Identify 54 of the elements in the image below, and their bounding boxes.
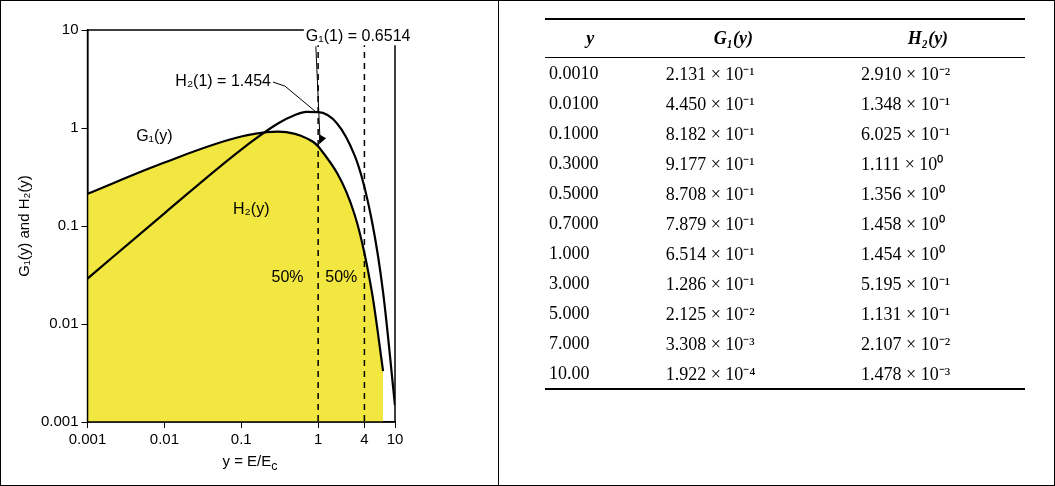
y-tick-label: 0.1 — [57, 216, 79, 234]
text: y — [545, 19, 636, 58]
data-label: 9.177 × 10⁻¹ — [664, 153, 756, 176]
category-label: 1.000 — [548, 241, 591, 265]
data-label: 2.131 × 10⁻¹ — [664, 63, 756, 86]
category-label: 5.000 — [548, 301, 591, 325]
data-label: 5.195 × 10⁻¹ — [860, 273, 952, 296]
category-label: 0.0100 — [548, 91, 600, 115]
data-label: 2.910 × 10⁻² — [860, 63, 952, 86]
x-axis-title: y = E/E$_{c}$ — [221, 452, 279, 473]
data-label: 7.879 × 10⁻¹ — [664, 213, 756, 236]
series-label: G₁(y) — [136, 126, 173, 144]
category-label: 7.000 — [548, 331, 591, 355]
data-label: 1.458 × 10⁰ — [860, 213, 946, 236]
x-tick-label: 0.01 — [149, 430, 179, 448]
data-label: 1.286 × 10⁻¹ — [664, 273, 756, 296]
data-label: 2.107 × 10⁻² — [860, 333, 952, 356]
text: H₂(y) — [233, 199, 270, 217]
category-label: 3.000 — [548, 271, 591, 295]
y-tick-label: 1 — [70, 118, 79, 136]
y-tick-label: 0.001 — [40, 412, 79, 430]
data-label: 3.308 × 10⁻³ — [664, 333, 756, 356]
data-label: 6.514 × 10⁻¹ — [664, 243, 756, 266]
y-tick-label: 10 — [61, 20, 79, 38]
text: G₁(y) — [635, 19, 831, 58]
data-label: 1.454 × 10⁰ — [860, 243, 946, 266]
category-label: 0.5000 — [548, 181, 600, 205]
x-tick-label: 1 — [313, 430, 323, 448]
y-axis-title: G₁(y) and H₂(y) — [15, 175, 33, 277]
category-label: 0.0010 — [548, 61, 600, 85]
data-label: 1.478 × 10⁻³ — [830, 358, 1025, 389]
text: H₂(y) — [830, 19, 1025, 58]
data-label: 1.131 × 10⁻¹ — [860, 303, 952, 326]
data-label: 2.125 × 10⁻² — [664, 303, 756, 326]
annotation: G₁(1) = 0.6514 — [305, 26, 411, 44]
data-label: 1.922 × 10⁻⁴ — [635, 358, 831, 389]
category-label: 10.00 — [545, 358, 636, 389]
annotation: 50% — [325, 267, 358, 285]
annotation: H₂(1) = 1.454 — [175, 72, 272, 90]
x-tick-label: 10 — [386, 430, 404, 448]
data-label: 1.356 × 10⁰ — [860, 183, 946, 206]
data-label: 1.348 × 10⁻¹ — [860, 93, 952, 116]
category-label: 0.7000 — [548, 211, 600, 235]
data-label: 6.025 × 10⁻¹ — [860, 123, 952, 146]
data-label: 8.182 × 10⁻¹ — [664, 123, 756, 146]
y-tick-label: 0.01 — [49, 314, 79, 332]
x-tick-label: 0.1 — [230, 430, 252, 448]
data-label: 4.450 × 10⁻¹ — [664, 93, 756, 116]
annotation: 50% — [271, 267, 304, 285]
data-label: 1.111 × 10⁰ — [860, 153, 945, 176]
category-label: 0.1000 — [548, 121, 600, 145]
category-label: 0.3000 — [548, 151, 600, 175]
x-tick-label: 4 — [360, 430, 369, 448]
data-label: 8.708 × 10⁻¹ — [664, 183, 756, 206]
